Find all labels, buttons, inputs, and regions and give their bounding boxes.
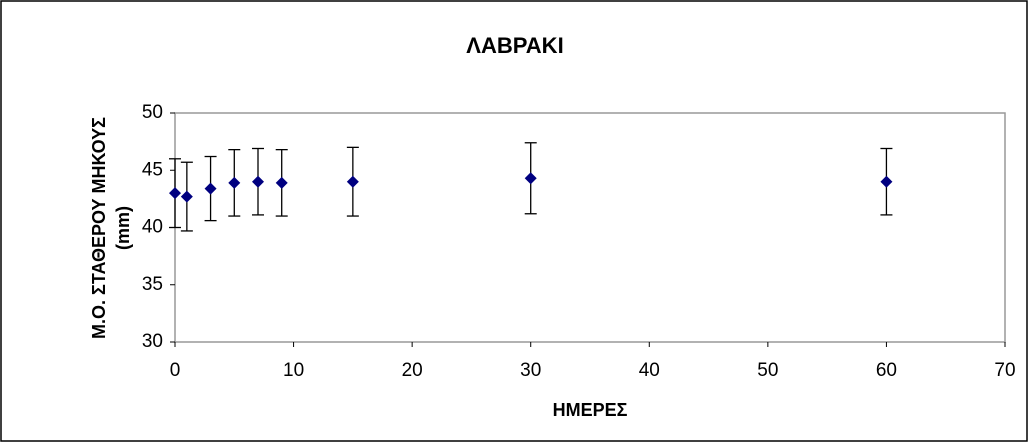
point [169,187,181,200]
point [346,175,359,188]
chart-title: ΛΑΒΡΑΚΙ [466,33,563,58]
point [275,176,288,189]
y-tick-label: 30 [142,331,163,352]
x-tick-label: 20 [402,360,423,381]
x-tick-label: 0 [170,360,181,381]
y-tick-label: 50 [142,102,163,123]
y-tick-label: 45 [142,159,163,180]
plot-area [174,112,1006,343]
x-tick-label: 10 [283,360,304,381]
x-tick-label: 30 [520,360,541,381]
point [880,175,893,188]
y-tick-label: 35 [142,274,163,295]
point [204,182,217,195]
x-tick-label: 40 [639,360,660,381]
point [524,172,537,185]
point [180,190,193,203]
y-tick-label: 40 [142,217,163,238]
point [228,176,241,189]
x-tick-label: 70 [994,360,1015,381]
point [252,175,264,188]
x-tick-label: 60 [876,360,897,381]
x-tick-label: 50 [757,360,778,381]
y-axis-label: (mm) [113,206,133,250]
x-axis-label: ΗΜΕΡΕΣ [553,400,628,420]
y-axis-label: Μ.Ο. ΣΤΑΘΕΡΟΥ ΜΗΚΟΥΣ [89,117,109,339]
